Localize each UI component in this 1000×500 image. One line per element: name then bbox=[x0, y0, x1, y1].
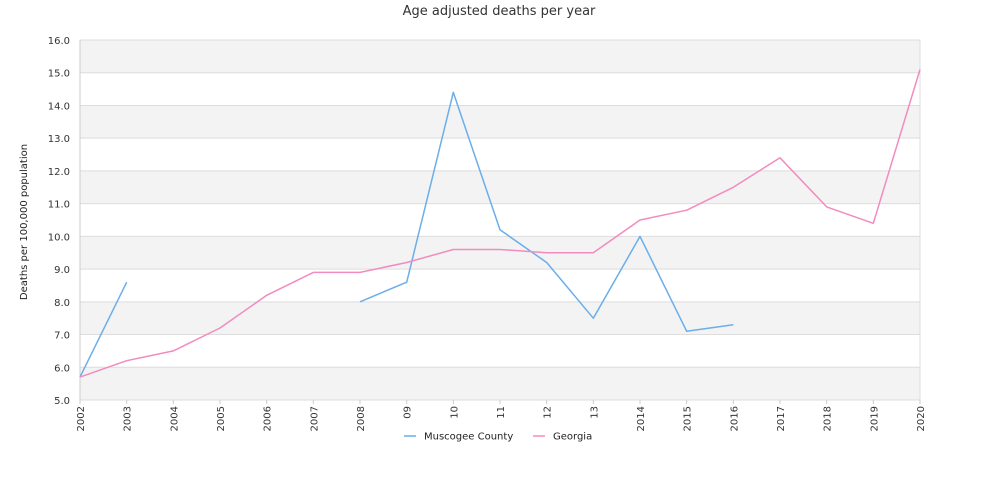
x-tick-label: 10 bbox=[449, 406, 460, 419]
y-tick-label: 16.0 bbox=[48, 36, 70, 47]
y-tick-label: 14.0 bbox=[48, 101, 70, 112]
y-tick-label: 10.0 bbox=[48, 232, 70, 243]
x-tick-label: 2020 bbox=[916, 406, 927, 431]
y-tick-label: 12.0 bbox=[48, 167, 70, 178]
y-tick-label: 11.0 bbox=[48, 200, 70, 211]
y-axis-label: Deaths per 100,000 population bbox=[19, 144, 30, 300]
y-tick-label: 5.0 bbox=[54, 396, 70, 407]
x-tick-label: 2014 bbox=[636, 406, 647, 431]
x-tick-label: 2019 bbox=[869, 406, 880, 431]
grid-band bbox=[80, 301, 920, 335]
series-line bbox=[359, 91, 734, 333]
y-tick-label: 9.0 bbox=[54, 265, 70, 276]
grid-lines bbox=[79, 39, 921, 401]
x-tick-label: 2017 bbox=[776, 406, 787, 431]
grid-band bbox=[80, 40, 920, 73]
x-tick-label: 2003 bbox=[123, 406, 134, 431]
x-tick-label: 2007 bbox=[309, 406, 320, 431]
x-tick-label: 13 bbox=[589, 406, 600, 419]
x-tick-label: 2004 bbox=[169, 406, 180, 431]
grid-band bbox=[80, 170, 920, 204]
x-tick-label: 2008 bbox=[356, 406, 367, 431]
x-tick-label: 2005 bbox=[216, 406, 227, 431]
legend-label: Muscogee County bbox=[424, 432, 513, 443]
y-tick-label: 13.0 bbox=[48, 134, 70, 145]
x-tick-label: 2015 bbox=[683, 406, 694, 431]
series-lines bbox=[79, 69, 921, 378]
y-tick-label: 8.0 bbox=[54, 298, 70, 309]
x-tick-label: 09 bbox=[403, 406, 414, 419]
y-tick-label: 7.0 bbox=[54, 331, 70, 342]
grid-band bbox=[80, 105, 920, 139]
x-tick-label: 2016 bbox=[729, 406, 740, 431]
grid-band bbox=[80, 236, 920, 270]
chart-title: Age adjusted deaths per year bbox=[403, 4, 596, 19]
y-tick-label: 15.0 bbox=[48, 69, 70, 80]
y-axis-ticks: 5.0 6.0 7.0 8.0 9.0 10.0 11.0 12.0 13.0 14.0 15.0 1… bbox=[48, 36, 70, 407]
x-tick-label: 2006 bbox=[263, 406, 274, 431]
x-tick-label: 2018 bbox=[823, 406, 834, 431]
series-line bbox=[79, 69, 921, 378]
grid-band bbox=[80, 367, 920, 400]
series-line bbox=[79, 281, 128, 378]
y-tick-label: 6.0 bbox=[54, 363, 70, 374]
x-tick-label: 12 bbox=[543, 406, 554, 419]
legend: Muscogee County Georgia bbox=[404, 432, 592, 443]
x-tick-label: 11 bbox=[496, 406, 507, 419]
x-tick-label: 2002 bbox=[76, 406, 87, 431]
legend-label: Georgia bbox=[553, 432, 592, 443]
x-axis-ticks: 2002 2003 2004 2005 2006 2007 2008 09 10 11 12 13 20… bbox=[76, 400, 927, 431]
grid-bands bbox=[80, 40, 920, 400]
